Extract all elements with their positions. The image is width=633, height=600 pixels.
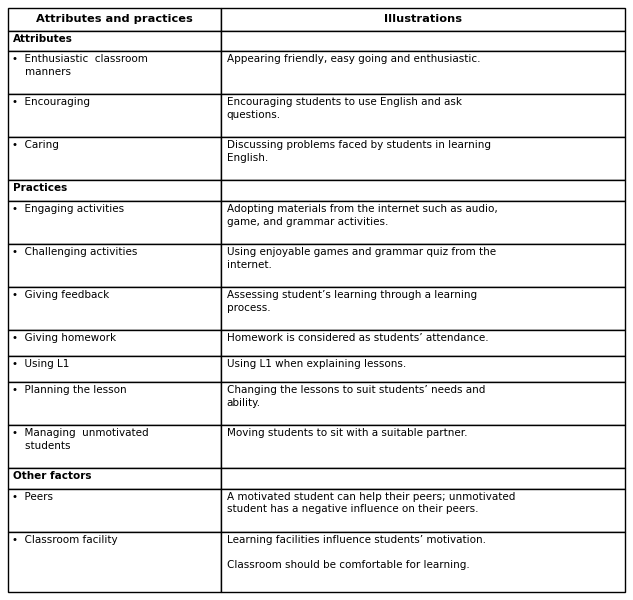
Text: Other factors: Other factors	[13, 472, 92, 481]
Bar	[221, 469, 625, 488]
Bar	[8, 201, 221, 244]
Bar	[8, 181, 221, 201]
Bar	[8, 488, 221, 532]
Bar	[221, 181, 625, 201]
Text: Changing the lessons to suit students’ needs and
ability.: Changing the lessons to suit students’ n…	[227, 385, 486, 408]
Bar	[221, 382, 625, 425]
Text: Encouraging students to use English and ask
questions.: Encouraging students to use English and …	[227, 97, 462, 120]
Bar	[8, 51, 221, 94]
Text: A motivated student can help their peers; unmotivated
student has a negative inf: A motivated student can help their peers…	[227, 491, 515, 514]
Text: Learning facilities influence students’ motivation.

Classroom should be comfort: Learning facilities influence students’ …	[227, 535, 486, 571]
Bar	[8, 8, 221, 31]
Bar	[8, 330, 221, 356]
Text: •  Using L1: • Using L1	[12, 359, 70, 369]
Text: Using enjoyable games and grammar quiz from the
internet.: Using enjoyable games and grammar quiz f…	[227, 247, 496, 269]
Text: •  Enthusiastic  classroom
    manners: • Enthusiastic classroom manners	[12, 54, 148, 77]
Bar	[221, 330, 625, 356]
Bar	[8, 356, 221, 382]
Text: •  Caring: • Caring	[12, 140, 59, 163]
Bar	[221, 488, 625, 532]
Text: •  Engaging activities: • Engaging activities	[12, 204, 124, 227]
Text: Adopting materials from the internet such as audio,
game, and grammar activities: Adopting materials from the internet suc…	[227, 204, 498, 227]
Text: Attributes: Attributes	[13, 34, 73, 44]
Text: Appearing friendly, easy going and enthusiastic.: Appearing friendly, easy going and enthu…	[227, 54, 480, 77]
Bar	[221, 94, 625, 137]
Bar	[221, 137, 625, 181]
Bar	[221, 244, 625, 287]
Text: •  Classroom facility: • Classroom facility	[12, 535, 118, 545]
Text: •  Giving homework: • Giving homework	[12, 333, 116, 343]
Bar	[8, 382, 221, 425]
Text: Illustrations: Illustrations	[384, 14, 462, 25]
Bar	[221, 201, 625, 244]
Text: Attributes and practices: Attributes and practices	[36, 14, 193, 25]
Bar	[221, 31, 625, 51]
Text: •  Planning the lesson: • Planning the lesson	[12, 385, 127, 408]
Bar	[221, 425, 625, 469]
Bar	[8, 532, 221, 592]
Text: Using L1 when explaining lessons.: Using L1 when explaining lessons.	[227, 359, 406, 369]
Bar	[8, 244, 221, 287]
Text: •  Challenging activities: • Challenging activities	[12, 247, 137, 269]
Bar	[221, 356, 625, 382]
Bar	[8, 287, 221, 330]
Bar	[221, 532, 625, 592]
Text: Homework is considered as students’ attendance.: Homework is considered as students’ atte…	[227, 333, 489, 343]
Bar	[221, 8, 625, 31]
Text: •  Peers: • Peers	[12, 491, 53, 514]
Text: Discussing problems faced by students in learning
English.: Discussing problems faced by students in…	[227, 140, 491, 163]
Bar	[8, 94, 221, 137]
Bar	[8, 425, 221, 469]
Text: Practices: Practices	[13, 184, 67, 193]
Bar	[8, 137, 221, 181]
Bar	[221, 287, 625, 330]
Text: Moving students to sit with a suitable partner.: Moving students to sit with a suitable p…	[227, 428, 467, 438]
Text: •  Managing  unmotivated
    students: • Managing unmotivated students	[12, 428, 149, 451]
Text: •  Giving feedback: • Giving feedback	[12, 290, 110, 313]
Bar	[8, 469, 221, 488]
Bar	[221, 51, 625, 94]
Bar	[8, 31, 221, 51]
Text: Assessing student’s learning through a learning
process.: Assessing student’s learning through a l…	[227, 290, 477, 313]
Text: •  Encouraging: • Encouraging	[12, 97, 90, 120]
